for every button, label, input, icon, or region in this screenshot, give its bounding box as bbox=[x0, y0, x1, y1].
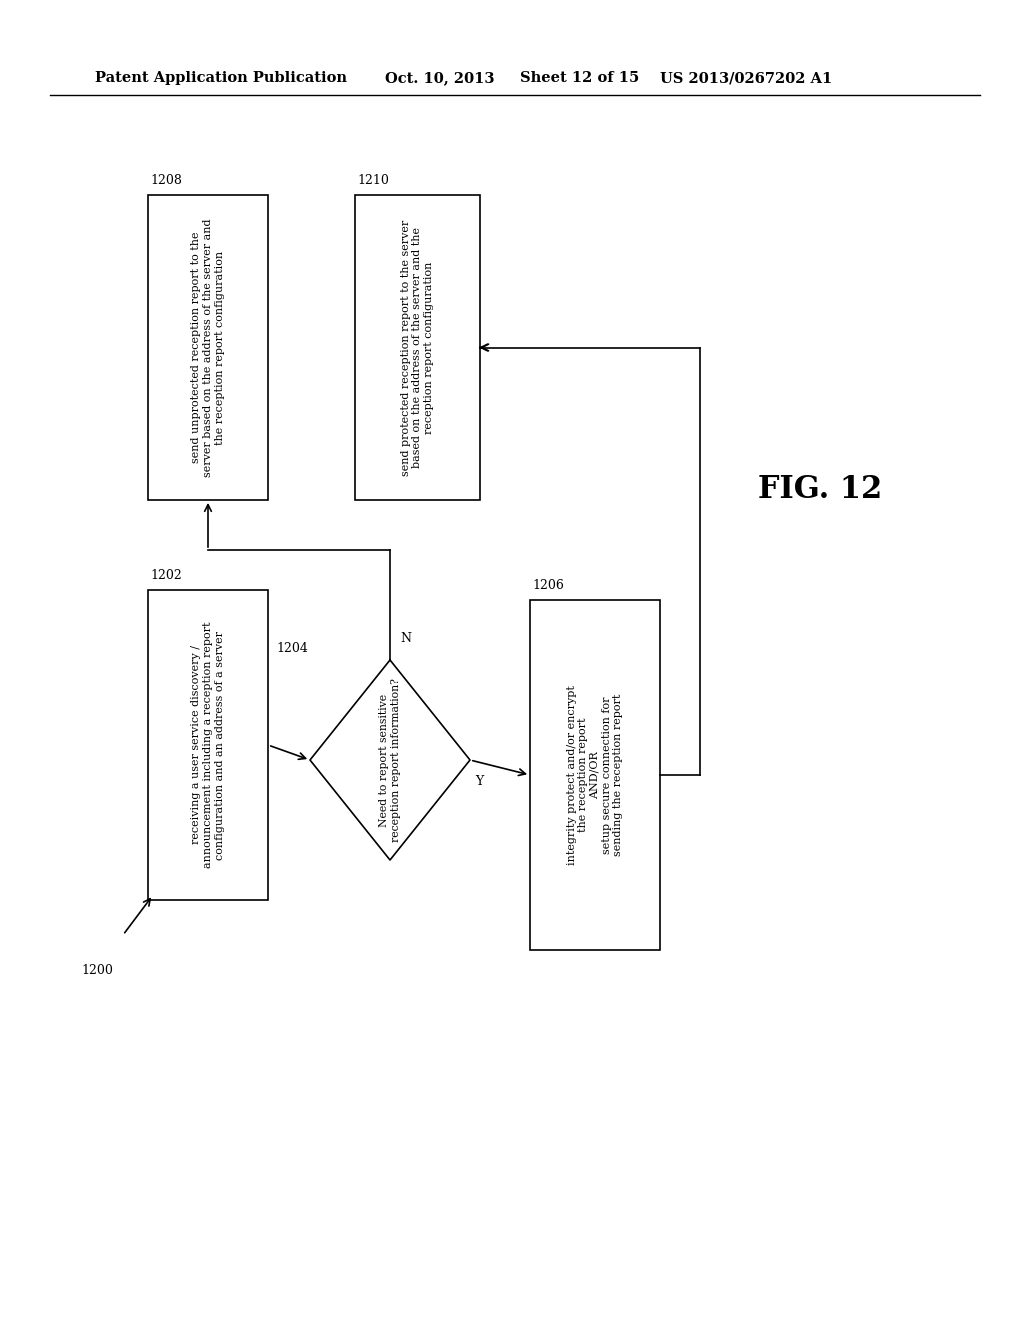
Text: 1208: 1208 bbox=[150, 174, 182, 187]
Text: 1200: 1200 bbox=[81, 964, 113, 977]
Text: receiving a user service discovery /
announcement including a reception report
c: receiving a user service discovery / ann… bbox=[191, 622, 224, 869]
Text: US 2013/0267202 A1: US 2013/0267202 A1 bbox=[660, 71, 833, 84]
Text: send protected reception report to the server
based on the address of the server: send protected reception report to the s… bbox=[401, 219, 434, 475]
Bar bbox=[530, 601, 660, 950]
Text: N: N bbox=[400, 632, 411, 645]
Text: Patent Application Publication: Patent Application Publication bbox=[95, 71, 347, 84]
Text: integrity protect and/or encrypt
the reception report
AND/OR
setup secure connec: integrity protect and/or encrypt the rec… bbox=[567, 685, 624, 865]
Bar bbox=[148, 590, 268, 900]
Text: 1202: 1202 bbox=[150, 569, 181, 582]
Text: FIG. 12: FIG. 12 bbox=[758, 474, 882, 506]
Text: 1204: 1204 bbox=[276, 642, 308, 655]
Text: Sheet 12 of 15: Sheet 12 of 15 bbox=[520, 71, 639, 84]
Bar bbox=[148, 195, 268, 500]
Text: Oct. 10, 2013: Oct. 10, 2013 bbox=[385, 71, 495, 84]
Text: Need to report sensitive
reception report information?: Need to report sensitive reception repor… bbox=[379, 678, 400, 842]
Text: Y: Y bbox=[475, 775, 483, 788]
Text: send unprotected reception report to the
server based on the address of the serv: send unprotected reception report to the… bbox=[191, 218, 224, 477]
Bar bbox=[355, 195, 480, 500]
Text: 1206: 1206 bbox=[532, 579, 564, 591]
Text: 1210: 1210 bbox=[357, 174, 389, 187]
Polygon shape bbox=[310, 660, 470, 861]
